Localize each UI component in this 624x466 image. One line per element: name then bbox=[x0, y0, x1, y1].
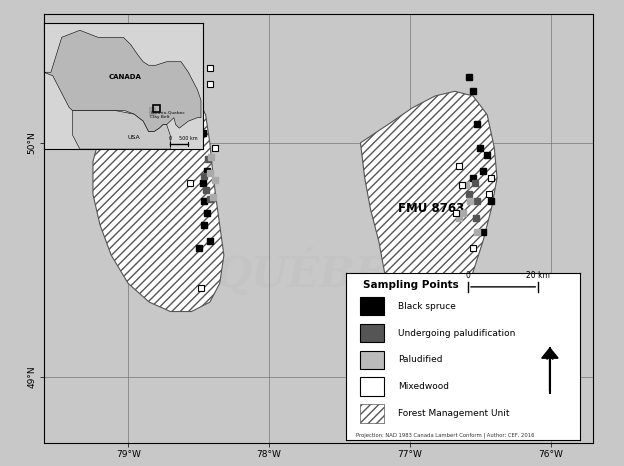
Text: 0: 0 bbox=[466, 272, 470, 281]
Text: 500 km: 500 km bbox=[179, 137, 198, 141]
Text: FMU 8551: FMU 8551 bbox=[137, 124, 203, 137]
Text: Paludified: Paludified bbox=[398, 356, 442, 364]
Polygon shape bbox=[361, 91, 497, 335]
Text: USA: USA bbox=[128, 135, 140, 140]
Polygon shape bbox=[72, 111, 170, 149]
Bar bbox=[361, 404, 384, 423]
Bar bbox=[153, 105, 160, 112]
Text: Black spruce: Black spruce bbox=[398, 302, 456, 311]
Polygon shape bbox=[542, 348, 558, 358]
Text: Projection: NAD 1983 Canada Lambert Conform | Author: CEF, 2016: Projection: NAD 1983 Canada Lambert Conf… bbox=[356, 432, 534, 438]
Text: Ontario-Quebec
Clay Belt: Ontario-Quebec Clay Belt bbox=[150, 110, 185, 119]
Text: FMU 8763: FMU 8763 bbox=[397, 202, 464, 215]
Bar bbox=[149, 107, 156, 116]
Text: QUÉBEC: QUÉBEC bbox=[216, 248, 421, 296]
Polygon shape bbox=[44, 30, 201, 131]
Text: Sampling Points: Sampling Points bbox=[363, 280, 459, 290]
Bar bbox=[361, 377, 384, 396]
Text: Mixedwood: Mixedwood bbox=[398, 382, 449, 391]
Text: 20 km: 20 km bbox=[526, 272, 550, 281]
Polygon shape bbox=[93, 54, 224, 311]
Bar bbox=[361, 350, 384, 369]
Bar bbox=[361, 324, 384, 342]
Bar bbox=[361, 297, 384, 315]
Text: CANADA: CANADA bbox=[109, 74, 142, 80]
Text: Forest Management Unit: Forest Management Unit bbox=[398, 409, 509, 418]
Text: 0: 0 bbox=[168, 137, 172, 141]
Text: Undergoing paludification: Undergoing paludification bbox=[398, 329, 515, 337]
